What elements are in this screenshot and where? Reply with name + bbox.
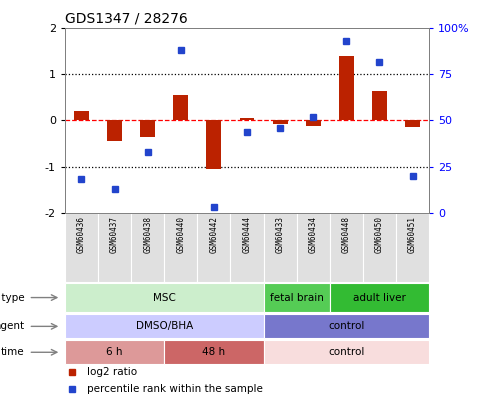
Text: GSM60438: GSM60438	[143, 216, 152, 253]
Text: cell type: cell type	[0, 292, 25, 303]
Text: control: control	[328, 347, 365, 357]
FancyBboxPatch shape	[263, 283, 330, 312]
Text: GSM60433: GSM60433	[275, 216, 284, 253]
Text: log2 ratio: log2 ratio	[87, 367, 137, 377]
FancyBboxPatch shape	[65, 340, 164, 364]
Bar	[306, 120, 321, 126]
Text: GSM60440: GSM60440	[176, 216, 185, 253]
Text: GSM60444: GSM60444	[243, 216, 251, 253]
FancyBboxPatch shape	[330, 283, 429, 312]
Text: percentile rank within the sample: percentile rank within the sample	[87, 384, 262, 394]
Bar	[339, 56, 354, 120]
Bar	[372, 91, 387, 120]
Text: time: time	[1, 347, 25, 357]
FancyBboxPatch shape	[65, 213, 98, 282]
FancyBboxPatch shape	[396, 213, 429, 282]
FancyBboxPatch shape	[98, 213, 131, 282]
FancyBboxPatch shape	[263, 340, 429, 364]
Text: adult liver: adult liver	[353, 292, 406, 303]
Text: GSM60448: GSM60448	[342, 216, 351, 253]
FancyBboxPatch shape	[65, 283, 263, 312]
Text: GSM60451: GSM60451	[408, 216, 417, 253]
FancyBboxPatch shape	[263, 314, 429, 338]
FancyBboxPatch shape	[65, 314, 263, 338]
Bar	[272, 120, 287, 124]
Bar	[207, 120, 222, 169]
Bar	[107, 120, 122, 141]
Text: GDS1347 / 28276: GDS1347 / 28276	[65, 12, 188, 26]
FancyBboxPatch shape	[363, 213, 396, 282]
FancyBboxPatch shape	[197, 213, 231, 282]
Bar	[173, 95, 188, 120]
FancyBboxPatch shape	[231, 213, 263, 282]
Text: GSM60437: GSM60437	[110, 216, 119, 253]
Text: GSM60434: GSM60434	[309, 216, 318, 253]
FancyBboxPatch shape	[164, 340, 263, 364]
Text: DMSO/BHA: DMSO/BHA	[136, 321, 193, 331]
Text: agent: agent	[0, 321, 25, 331]
FancyBboxPatch shape	[330, 213, 363, 282]
Text: GSM60436: GSM60436	[77, 216, 86, 253]
Bar	[240, 118, 254, 120]
Bar	[405, 120, 420, 128]
Text: 6 h: 6 h	[106, 347, 123, 357]
Text: GSM60442: GSM60442	[210, 216, 219, 253]
FancyBboxPatch shape	[131, 213, 164, 282]
Bar	[74, 111, 89, 120]
FancyBboxPatch shape	[164, 213, 197, 282]
Text: 48 h: 48 h	[202, 347, 226, 357]
Bar	[140, 120, 155, 136]
FancyBboxPatch shape	[263, 213, 297, 282]
Text: MSC: MSC	[153, 292, 176, 303]
Text: control: control	[328, 321, 365, 331]
FancyBboxPatch shape	[297, 213, 330, 282]
Text: fetal brain: fetal brain	[270, 292, 324, 303]
Text: GSM60450: GSM60450	[375, 216, 384, 253]
